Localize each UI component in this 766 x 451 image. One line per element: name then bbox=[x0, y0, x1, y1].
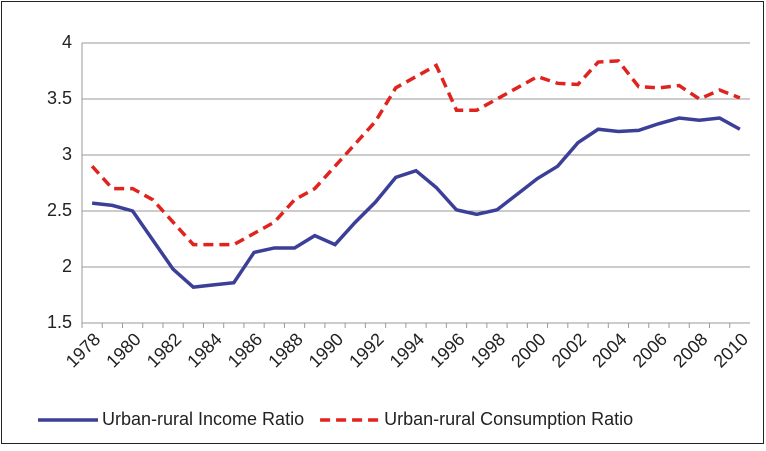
y-tick-label: 2 bbox=[62, 256, 72, 276]
y-tick-label: 2.5 bbox=[47, 200, 72, 220]
chart-frame bbox=[1, 1, 764, 444]
series-line bbox=[91, 116, 741, 289]
legend-label: Urban-rural Income Ratio bbox=[102, 409, 304, 429]
y-tick-label: 3.5 bbox=[47, 88, 72, 108]
y-tick-label: 1.5 bbox=[47, 312, 72, 332]
legend-label: Urban-rural Consumption Ratio bbox=[384, 409, 633, 429]
y-tick-label: 4 bbox=[62, 32, 72, 52]
y-tick-label: 3 bbox=[62, 144, 72, 164]
